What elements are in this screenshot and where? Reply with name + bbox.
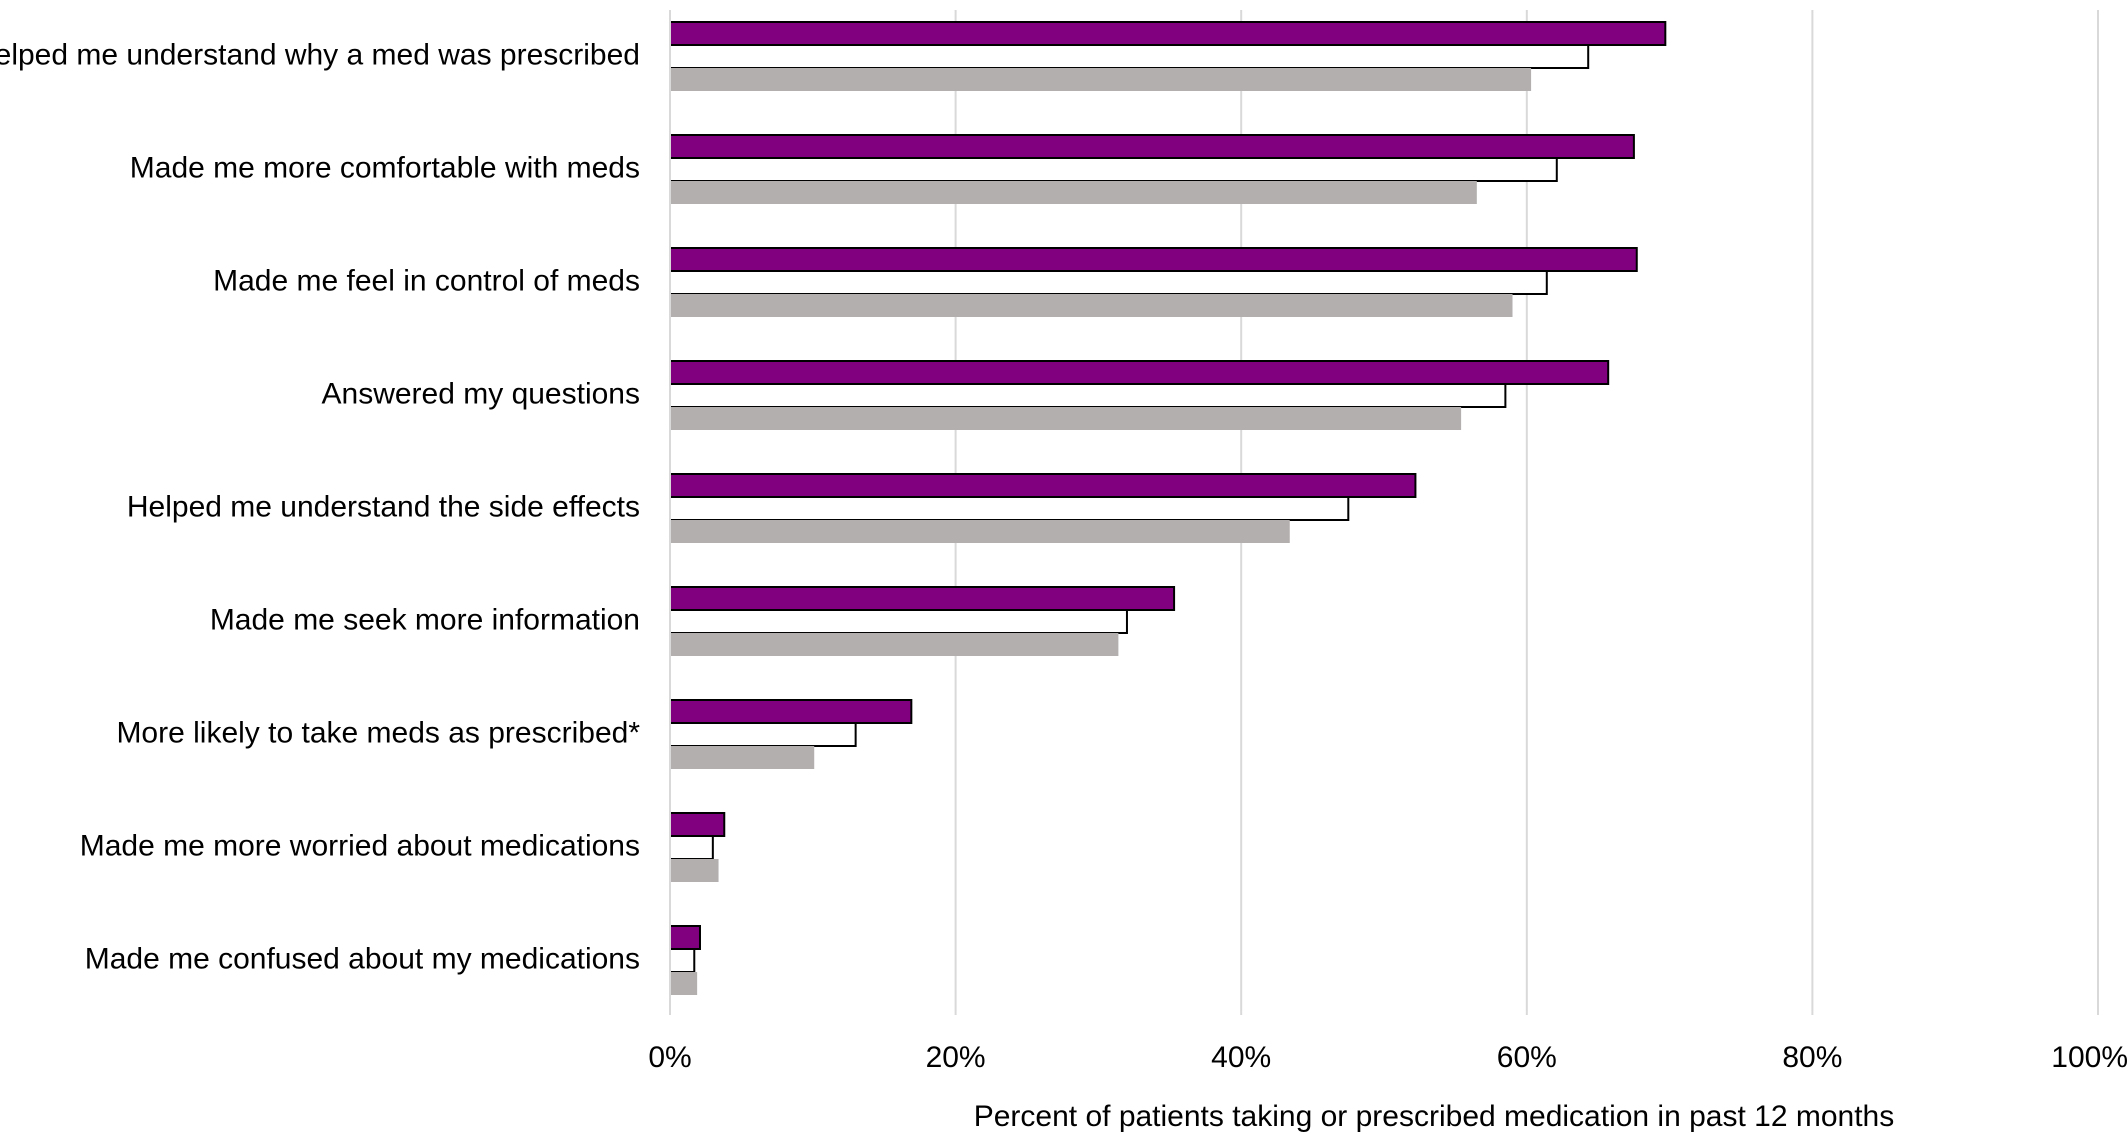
category-label: Answered my questions [322, 377, 641, 410]
bar [669, 722, 857, 747]
x-tick-label: 20% [926, 1041, 986, 1074]
x-tick-label: 80% [1782, 1041, 1842, 1074]
x-tick-label: 40% [1211, 1041, 1271, 1074]
bar [669, 699, 913, 724]
bar [669, 21, 1667, 46]
bar [669, 44, 1590, 69]
bar [669, 925, 701, 950]
category-label: Made me more worried about medications [80, 829, 640, 862]
x-tick-label: 60% [1497, 1041, 1557, 1074]
bar [669, 609, 1128, 634]
bar [670, 68, 1532, 91]
bar [670, 520, 1290, 543]
bar [669, 157, 1558, 182]
category-label: Helped me understand why a med was presc… [0, 38, 640, 71]
x-tick-labels: 0% 20% 40% 60% 80% 100% [648, 1041, 2128, 1074]
bar [670, 181, 1477, 204]
bar [670, 633, 1119, 656]
x-tick-label: 100% [2051, 1041, 2128, 1074]
x-axis-title: Percent of patients taking or prescribed… [974, 1100, 1895, 1133]
bar [669, 270, 1548, 295]
bar [670, 746, 815, 769]
category-label: Made me confused about my medications [85, 942, 640, 975]
bar [669, 948, 696, 973]
bar [669, 586, 1176, 611]
bar [669, 134, 1635, 159]
bar [669, 360, 1610, 385]
bars [669, 21, 1667, 995]
bar [669, 496, 1350, 521]
category-labels: Helped me understand why a med was presc… [0, 38, 640, 975]
bar [669, 383, 1507, 408]
category-label: Made me more comfortable with meds [130, 151, 640, 184]
bar [670, 972, 698, 995]
bar [670, 407, 1462, 430]
category-label: Made me feel in control of meds [213, 264, 640, 297]
category-label: Made me seek more information [210, 603, 640, 636]
category-label: Helped me understand the side effects [127, 490, 640, 523]
bar [669, 473, 1417, 498]
bar [670, 294, 1513, 317]
bar [669, 835, 714, 860]
bar [669, 247, 1638, 272]
category-label: More likely to take meds as prescribed* [116, 716, 640, 749]
bar [669, 812, 726, 837]
x-tick-label: 0% [648, 1041, 691, 1074]
bar [670, 859, 719, 882]
